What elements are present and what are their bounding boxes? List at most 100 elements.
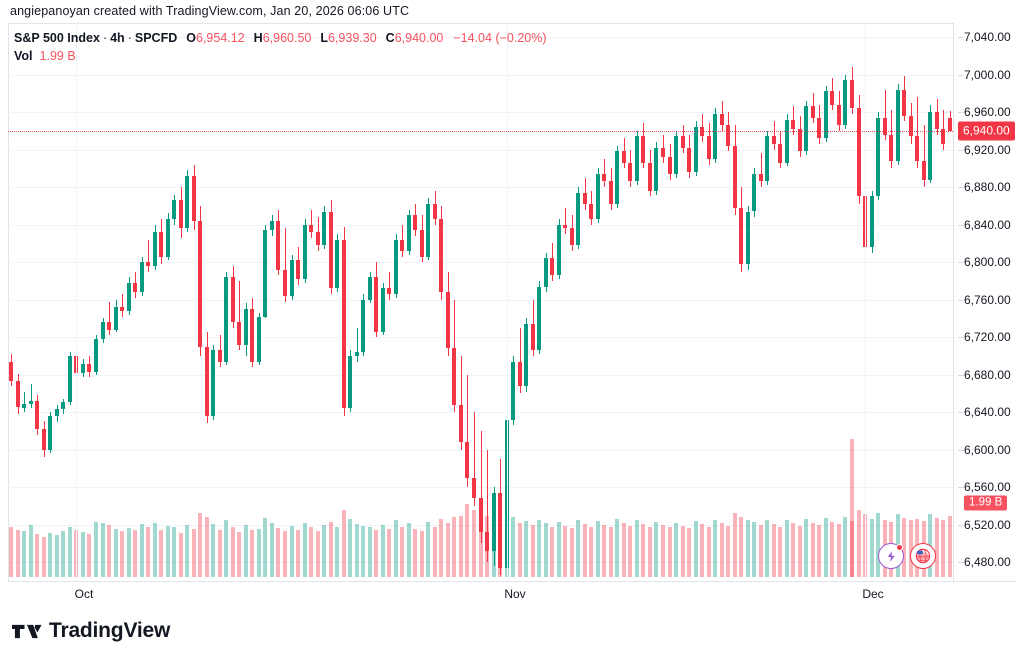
volume-bar — [400, 527, 404, 577]
candle-body — [257, 316, 261, 362]
candle-body — [446, 292, 450, 349]
volume-bar — [166, 525, 170, 577]
price-tick-label: 6,800.00 — [958, 255, 1011, 269]
horizontal-gridline — [8, 299, 953, 301]
price-tick-mark — [958, 112, 964, 114]
volume-bar — [107, 525, 111, 577]
volume-bar — [146, 527, 150, 577]
attribution-line: angiepanoyan created with TradingView.co… — [10, 4, 410, 18]
candle-body — [479, 498, 483, 533]
candle-body — [368, 277, 372, 300]
volume-bar — [153, 522, 157, 577]
volume-bar — [596, 521, 600, 577]
volume-bar — [811, 522, 815, 577]
volume-bar — [485, 516, 489, 577]
volume-bar — [648, 526, 652, 577]
volume-bar — [55, 534, 59, 577]
candle-body — [244, 309, 248, 345]
candle-body — [518, 361, 522, 386]
price-tick-label: 6,520.00 — [958, 518, 1011, 532]
candle-body — [296, 260, 300, 280]
current-price-badge[interactable]: 6,940.00 — [958, 121, 1015, 141]
candle-body — [941, 128, 945, 144]
candle-body — [511, 361, 515, 420]
volume-bar — [687, 528, 691, 577]
time-scale[interactable]: OctNovDec2026 — [8, 581, 1016, 606]
volume-bar — [270, 523, 274, 577]
volume-bar — [668, 527, 672, 577]
price-tick-mark — [958, 262, 964, 264]
price-tick-mark — [958, 187, 964, 189]
volume-bar — [16, 529, 20, 577]
volume-bar — [902, 518, 906, 577]
candle-body — [589, 203, 593, 219]
candle-body — [596, 173, 600, 219]
candle-body — [948, 117, 952, 131]
price-tick-label: 6,760.00 — [958, 293, 1011, 307]
volume-bar — [316, 531, 320, 577]
volume-bar — [231, 527, 235, 577]
price-tick-label: 6,960.00 — [958, 105, 1011, 119]
volume-bar — [824, 518, 828, 577]
candle-body — [922, 160, 926, 180]
candle-body — [909, 115, 913, 137]
candle-body — [889, 134, 893, 161]
candle-body — [335, 239, 339, 289]
volume-bar — [694, 521, 698, 577]
candle-body — [316, 232, 320, 246]
notification-dot — [896, 544, 903, 551]
price-tick-label: 6,680.00 — [958, 368, 1011, 382]
volume-bar — [179, 532, 183, 577]
volume-bar — [439, 518, 443, 577]
volume-bar — [570, 528, 574, 577]
candle-body — [283, 269, 287, 296]
tradingview-logo-icon — [12, 624, 42, 638]
volume-bar — [830, 521, 834, 577]
volume-bar — [681, 525, 685, 577]
volume-bar — [94, 521, 98, 577]
candle-body — [641, 136, 645, 163]
chart-plot-area[interactable] — [8, 23, 953, 581]
volume-bar — [550, 527, 554, 577]
volume-bar — [459, 515, 463, 577]
volume-bar — [804, 518, 808, 577]
candle-body — [498, 492, 502, 568]
candle-body — [22, 403, 26, 408]
volume-bar — [948, 516, 952, 577]
price-scale[interactable]: 7,040.00 7,000.00 6,960.00 6,920.00 6,880.00… — [953, 23, 1024, 606]
volume-bar — [778, 526, 782, 577]
candle-body — [250, 309, 254, 362]
chart-frame — [8, 23, 1016, 606]
candle-body — [837, 104, 841, 126]
volume-bar-spike — [850, 439, 854, 577]
volume-bar — [941, 519, 945, 577]
volume-bar — [218, 529, 222, 577]
lightning-badge[interactable] — [878, 543, 904, 569]
price-tick-mark — [958, 524, 964, 526]
candle-wick — [761, 153, 762, 188]
volume-bar — [61, 531, 65, 577]
candle-body — [876, 117, 880, 197]
volume-bar — [876, 512, 880, 577]
horizontal-gridline — [8, 449, 953, 451]
candle-body — [622, 151, 626, 163]
candle-body — [615, 151, 619, 204]
us-flag-badge[interactable] — [910, 543, 936, 569]
volume-badge[interactable]: 1.99 B — [964, 495, 1008, 511]
volume-bar — [674, 522, 678, 577]
volume-bar — [713, 519, 717, 577]
candle-body — [791, 119, 795, 129]
candle-body — [140, 262, 144, 293]
candle-body — [146, 262, 150, 266]
candle-body — [29, 400, 33, 404]
candle-body — [342, 239, 346, 409]
price-tick-mark — [958, 562, 964, 564]
volume-bar — [583, 524, 587, 577]
price-tick-mark — [958, 299, 964, 301]
candle-wick — [487, 449, 488, 563]
volume-bar — [850, 521, 854, 577]
volume-bar — [492, 520, 496, 577]
volume-bar — [472, 509, 476, 577]
floating-badges[interactable] — [878, 543, 936, 569]
